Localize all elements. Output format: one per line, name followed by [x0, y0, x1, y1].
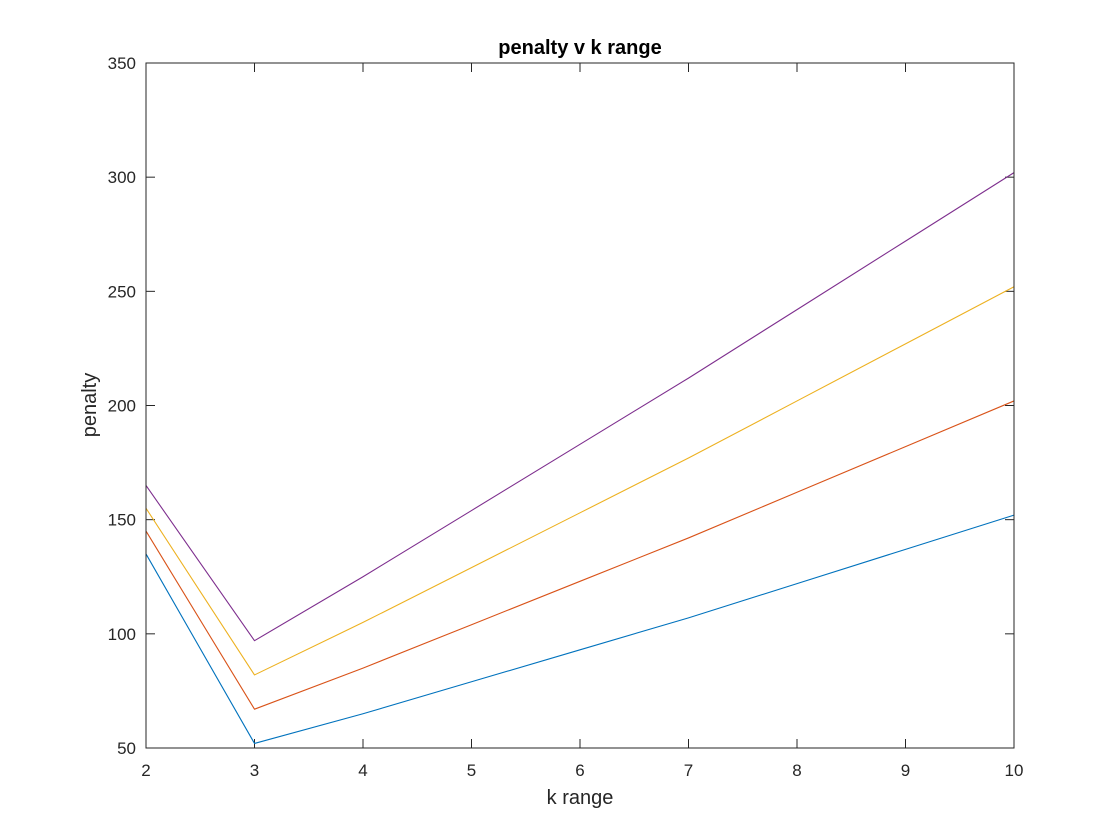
x-tick-label: 7: [684, 761, 693, 780]
x-tick-labels: 2 3 4 5 6 7 8 9 10: [141, 761, 1023, 780]
y-tick-label: 100: [108, 625, 136, 644]
y-tick-label: 50: [117, 739, 136, 758]
series-line-3: [145, 286, 1015, 676]
chart-title: penalty v k range: [498, 37, 661, 59]
x-tick-label: 10: [1005, 761, 1024, 780]
series-line-1: [145, 514, 1015, 744]
x-tick-label: 3: [250, 761, 259, 780]
x-tick-label: 9: [901, 761, 910, 780]
y-axis-label: penalty: [79, 373, 101, 438]
series-line-2: [145, 400, 1015, 710]
series-line-4: [145, 172, 1015, 642]
y-tick-labels: 50 100 150 200 250 300 350: [108, 54, 136, 758]
y-tick-label: 300: [108, 168, 136, 187]
x-tick-label: 4: [358, 761, 367, 780]
y-tick-label: 350: [108, 54, 136, 73]
y-tick-label: 200: [108, 397, 136, 416]
series-layer: [145, 172, 1015, 744]
x-tick-label: 8: [792, 761, 801, 780]
y-tick-label: 250: [108, 282, 136, 301]
x-axis-label: k range: [547, 787, 614, 809]
axes-background: [146, 63, 1014, 748]
y-tick-label: 150: [108, 511, 136, 530]
x-tick-label: 2: [141, 761, 150, 780]
x-tick-label: 5: [467, 761, 476, 780]
axes-box: [145, 62, 1015, 749]
x-tick-label: 6: [575, 761, 584, 780]
